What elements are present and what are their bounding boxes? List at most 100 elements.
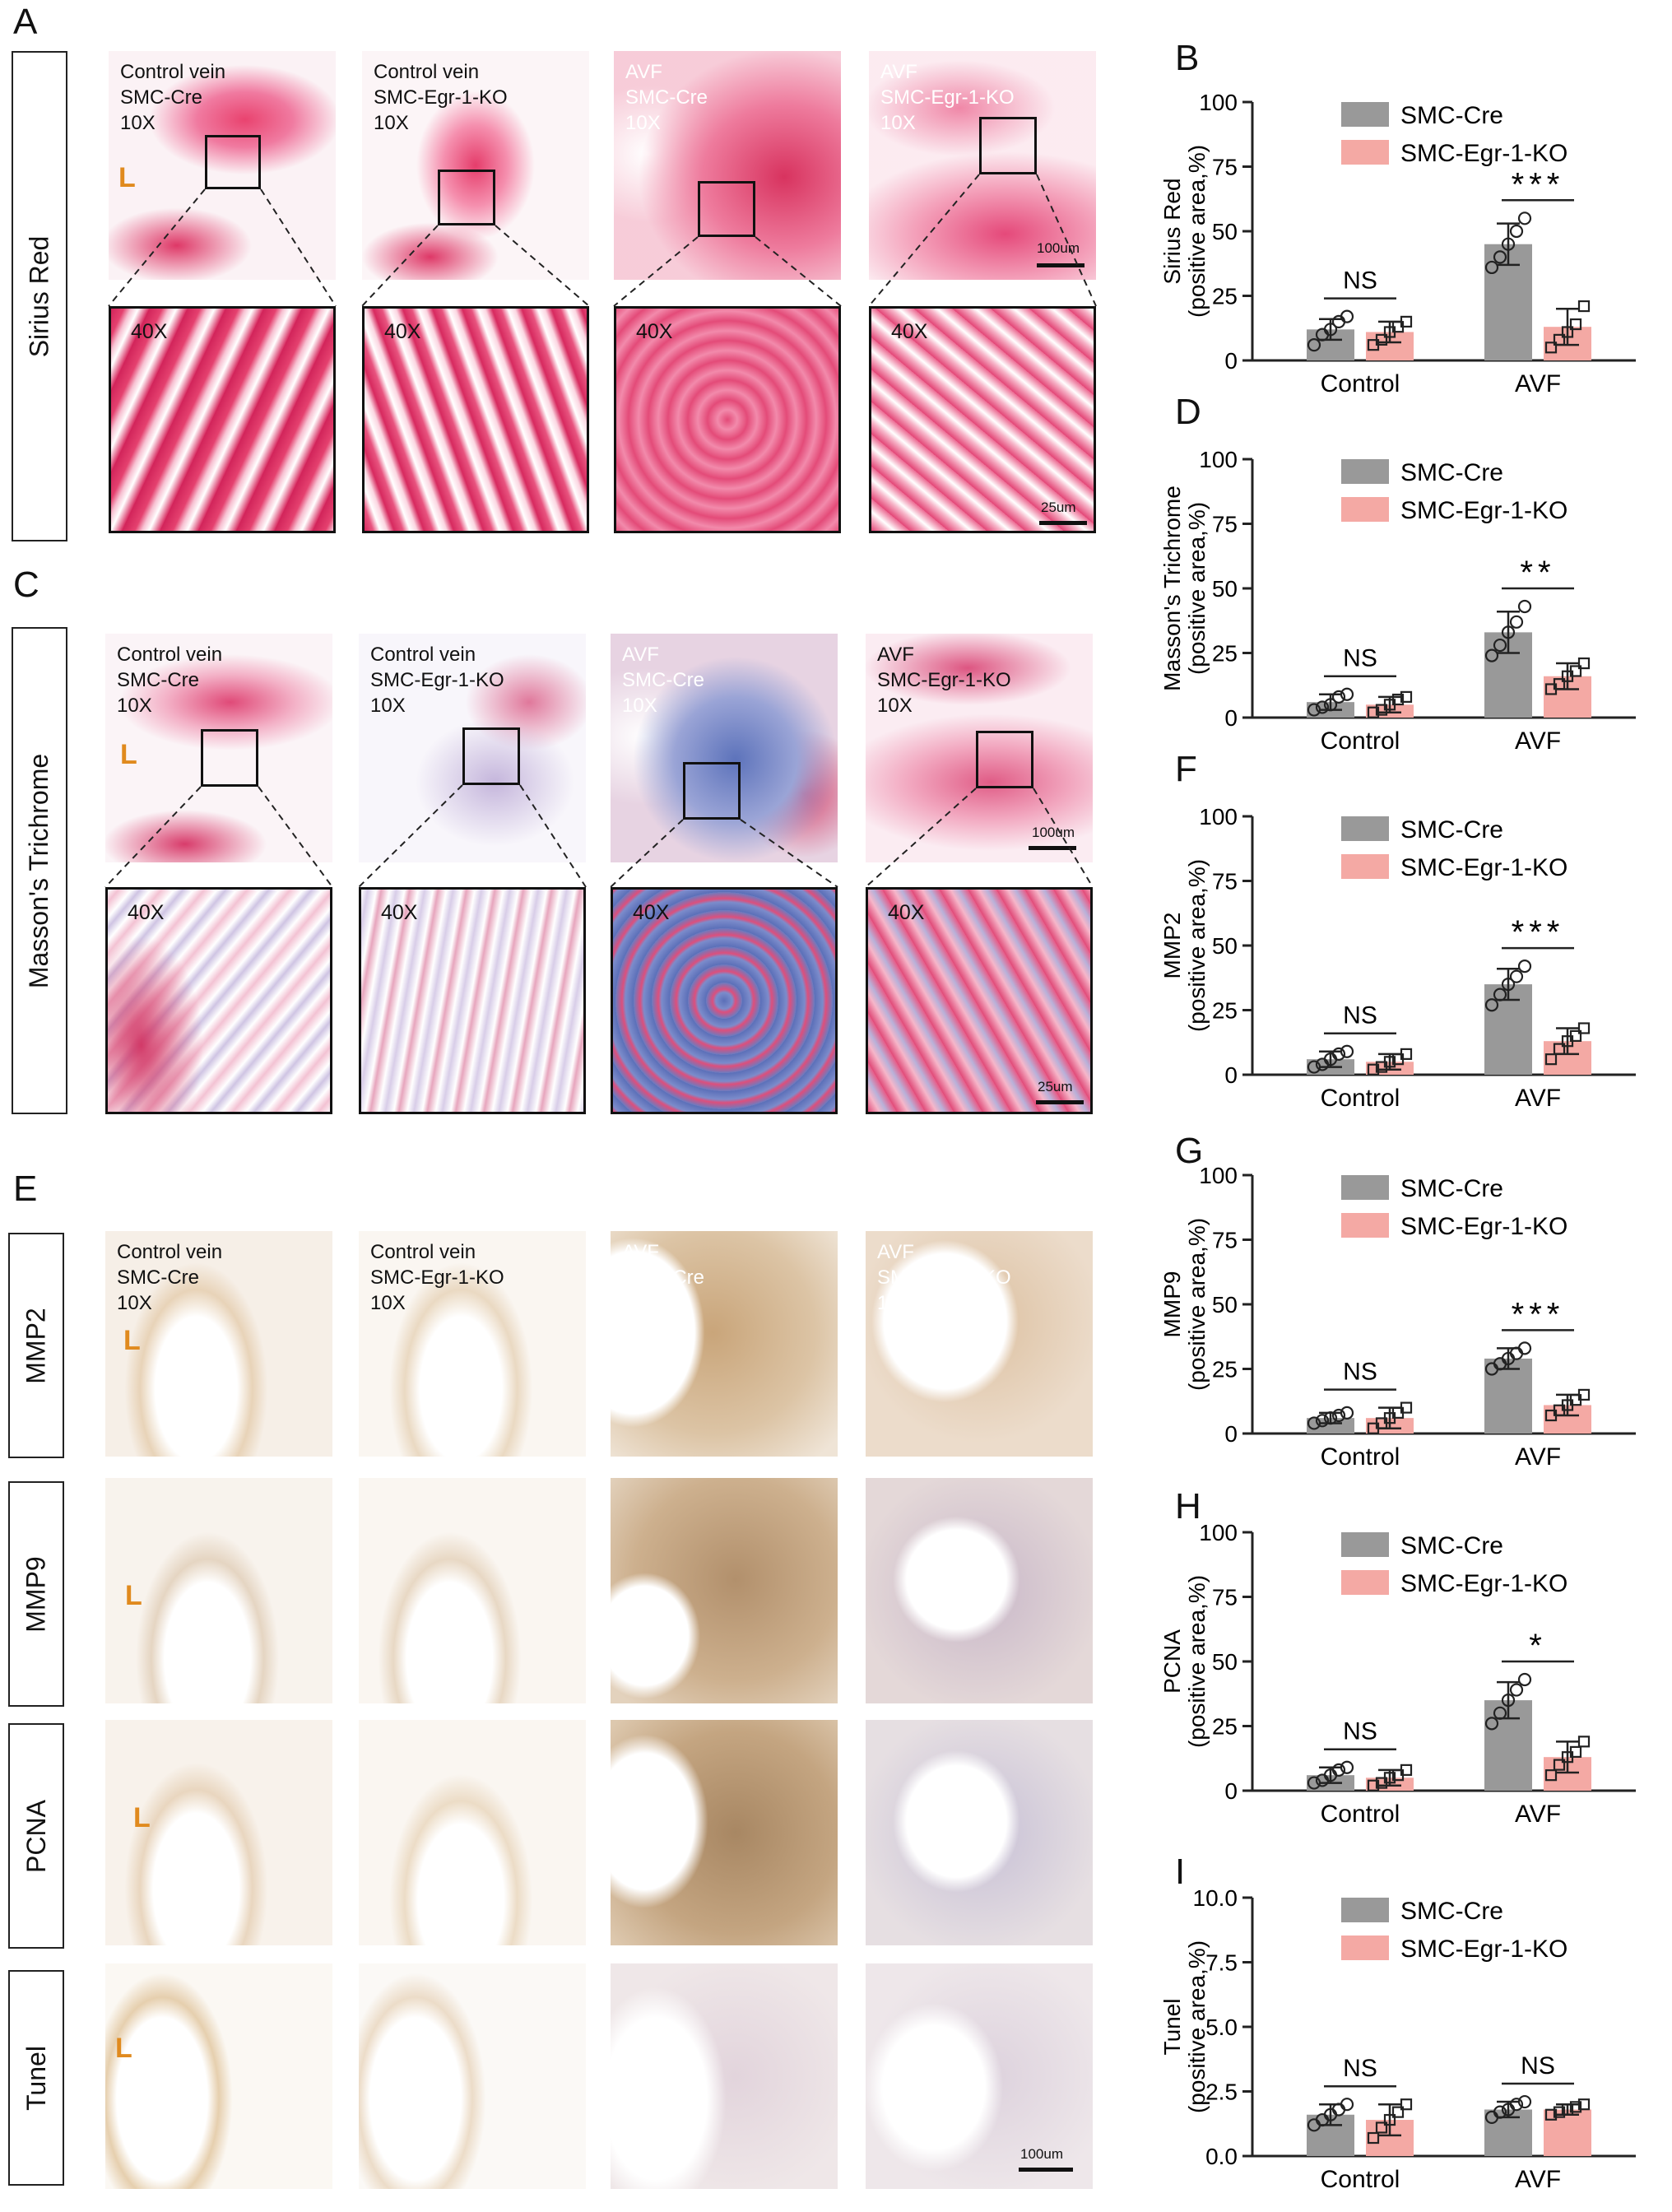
micrograph-tunel-control-ko xyxy=(359,1963,586,2189)
bar-chart-d: 0 25 50 75 100 Masson's Trichrome(positive ar… xyxy=(1159,447,1636,755)
data-point xyxy=(1509,1683,1524,1697)
y-axis-label: PCNA(positive area,%) xyxy=(1159,1575,1210,1748)
y-tick-label: 25 xyxy=(1212,284,1238,309)
data-point xyxy=(1331,1763,1346,1777)
data-point xyxy=(1517,960,1532,974)
significance-label: NS xyxy=(1343,1718,1377,1745)
y-tick-label: 50 xyxy=(1212,933,1238,959)
data-point xyxy=(1367,706,1380,718)
panel-letter-a: A xyxy=(13,2,38,42)
data-point xyxy=(1331,1408,1346,1423)
y-tick-label: 100 xyxy=(1199,447,1238,472)
x-category-label: Control xyxy=(1321,370,1400,397)
data-point xyxy=(1569,2101,1582,2113)
data-point xyxy=(1315,700,1330,714)
data-point xyxy=(1400,2098,1413,2111)
legend-swatch-0 xyxy=(1341,1175,1389,1200)
legend-swatch-0 xyxy=(1341,459,1389,484)
y-tick-label: 25 xyxy=(1212,1357,1238,1382)
data-point xyxy=(1307,1060,1321,1074)
row-label-tunel: Tunel xyxy=(8,1970,64,2186)
legend-swatch-1 xyxy=(1341,1570,1389,1595)
data-point xyxy=(1501,1694,1516,1708)
significance-label: *** xyxy=(1512,914,1565,950)
micrograph-masson-control-cre: Control vein SMC-Cre 10X L xyxy=(105,634,332,862)
significance-label: NS xyxy=(1521,2052,1555,2080)
y-axis-label: MMP9(positive area,%) xyxy=(1159,1218,1210,1391)
x-category-label: AVF xyxy=(1515,1801,1561,1828)
micrograph-pcna-avf-cre xyxy=(611,1720,838,1945)
data-point xyxy=(1307,703,1321,717)
y-tick-label: 75 xyxy=(1212,155,1238,180)
bar-chart-i: 0.0 2.5 5.0 7.5 10.0 Tunel(positive area,%) Co… xyxy=(1159,1885,1636,2193)
legend-swatch-1 xyxy=(1341,1936,1389,1960)
data-point xyxy=(1400,690,1413,703)
bar-smc-egr-1-ko-avf xyxy=(1544,2109,1591,2156)
data-point xyxy=(1391,2106,1405,2118)
y-axis-label: Tunel(positive area,%) xyxy=(1159,1940,1210,2113)
micrograph-mmp2-avf-ko: AVF SMC-Egr-1-KO 10X xyxy=(866,1231,1093,1457)
legend-swatch-1 xyxy=(1341,140,1389,165)
data-point xyxy=(1400,1764,1413,1776)
data-point xyxy=(1553,2106,1566,2118)
y-tick-label: 0 xyxy=(1224,1421,1238,1447)
data-point xyxy=(1577,657,1591,670)
micrograph-mmp2-control-ko: Control vein SMC-Egr-1-KO 10X xyxy=(359,1231,586,1457)
y-tick-label: 25 xyxy=(1212,998,1238,1024)
data-point xyxy=(1367,1063,1380,1076)
data-point xyxy=(1307,1416,1321,1430)
data-point xyxy=(1544,1053,1558,1066)
y-tick-label: 50 xyxy=(1212,1649,1238,1675)
data-point xyxy=(1400,1401,1413,1414)
data-point xyxy=(1484,648,1499,662)
bar-chart-f: 0 25 50 75 100 MMP2(positive area,%) Control AV… xyxy=(1159,804,1636,1112)
row-label-sirius-red: Sirius Red xyxy=(12,51,67,541)
legend-label: SMC-Cre xyxy=(1400,1898,1503,1925)
data-point xyxy=(1323,1411,1338,1425)
data-point xyxy=(1400,315,1413,328)
micrograph-tunel-avf-cre xyxy=(611,1963,838,2189)
y-tick-label: 100 xyxy=(1199,1163,1238,1188)
micrograph-pcna-control-cre: L xyxy=(105,1720,332,1945)
y-axis-label: MMP2(positive area,%) xyxy=(1159,859,1210,1032)
data-point xyxy=(1340,1044,1354,1058)
micrograph-mmp9-control-cre: L xyxy=(105,1478,332,1703)
legend-swatch-1 xyxy=(1341,854,1389,879)
y-tick-label: 100 xyxy=(1199,804,1238,830)
significance-label: NS xyxy=(1343,2055,1377,2082)
data-point xyxy=(1553,678,1566,690)
y-tick-label: 100 xyxy=(1199,90,1238,115)
data-point xyxy=(1517,211,1532,225)
micrograph-sirius-control-cre-40x: 40X xyxy=(109,306,336,533)
significance-label: NS xyxy=(1343,1002,1377,1029)
legend-label: SMC-Egr-1-KO xyxy=(1400,1570,1568,1597)
micrograph-mmp9-control-ko xyxy=(359,1478,586,1703)
data-point xyxy=(1569,318,1582,331)
x-category-label: Control xyxy=(1321,1801,1400,1828)
data-point xyxy=(1501,237,1516,251)
micrograph-sirius-control-cre: Control vein SMC-Cre 10X L xyxy=(109,51,336,280)
row-label-pcna: PCNA xyxy=(8,1723,64,1949)
x-category-label: Control xyxy=(1321,2166,1400,2193)
micrograph-pcna-avf-ko xyxy=(866,1720,1093,1945)
significance-label: NS xyxy=(1343,267,1377,295)
panel-letter-e: E xyxy=(13,1169,38,1209)
y-tick-label: 75 xyxy=(1212,869,1238,895)
legend-label: SMC-Cre xyxy=(1400,459,1503,486)
micrograph-sirius-control-ko: Control vein SMC-Egr-1-KO 10X xyxy=(362,51,589,280)
y-tick-label: 75 xyxy=(1212,1228,1238,1253)
data-point xyxy=(1340,687,1354,701)
data-point xyxy=(1569,1745,1582,1758)
data-point xyxy=(1577,1388,1591,1401)
x-category-label: AVF xyxy=(1515,370,1561,397)
y-tick-label: 50 xyxy=(1212,576,1238,602)
x-category-label: AVF xyxy=(1515,1443,1561,1471)
y-tick-label: 75 xyxy=(1212,1585,1238,1610)
data-point xyxy=(1501,978,1516,992)
y-tick-label: 2.5 xyxy=(1205,2080,1238,2105)
panel-letter-c: C xyxy=(13,565,39,605)
significance-label: ** xyxy=(1520,555,1555,591)
y-tick-label: 0 xyxy=(1224,705,1238,731)
data-point xyxy=(1553,333,1566,346)
data-point xyxy=(1544,1769,1558,1782)
